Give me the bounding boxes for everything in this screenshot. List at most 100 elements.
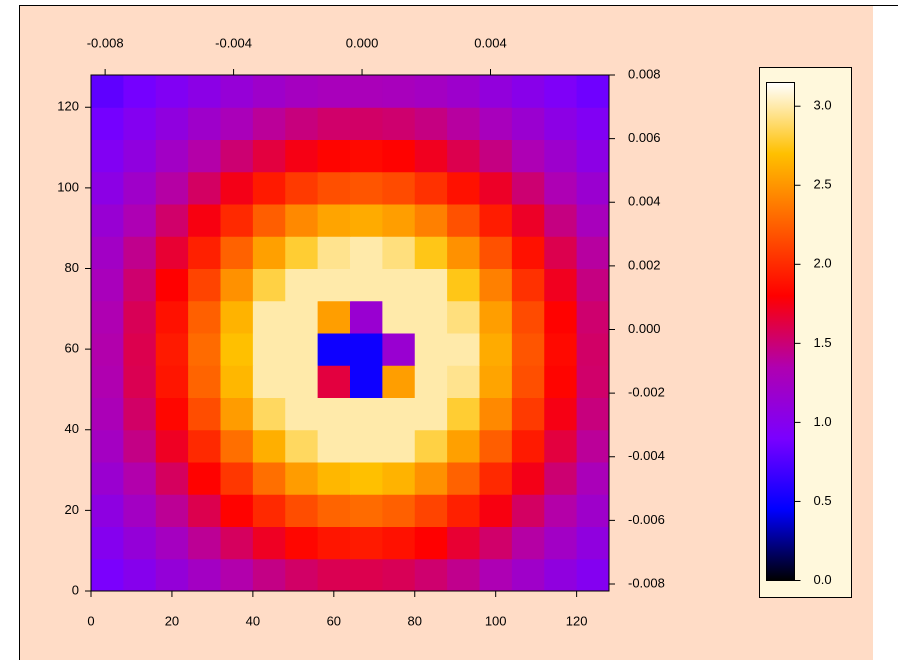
x-tick-label: 80 (408, 613, 422, 628)
heatmap-cell (414, 397, 448, 431)
heatmap-cell (123, 204, 157, 237)
heatmap-cell (285, 139, 319, 173)
y2-tick-label: 0.008 (628, 66, 661, 81)
heatmap-cell (576, 429, 610, 463)
heatmap-cell (317, 462, 351, 495)
heatmap-cell (447, 75, 480, 108)
heatmap-cell (285, 107, 319, 140)
y2-tick-label: 0.006 (628, 130, 661, 145)
heatmap-cell (447, 204, 480, 237)
heatmap-cell (544, 397, 578, 431)
heatmap-cell (544, 204, 578, 237)
heatmap-cell (155, 526, 189, 560)
heatmap-cell (511, 268, 545, 302)
heatmap-cell (414, 494, 448, 527)
heatmap-cell (155, 75, 189, 108)
heatmap-cell (123, 558, 157, 592)
heatmap-cell (479, 397, 513, 431)
heatmap-cell (576, 365, 610, 398)
colorbar (766, 82, 795, 581)
heatmap-cell (155, 236, 189, 269)
heatmap-cell (511, 236, 545, 269)
x-tick-label: 100 (485, 613, 507, 628)
heatmap-cell (479, 268, 513, 302)
heatmap-cell (576, 107, 610, 140)
heatmap-cell (123, 300, 157, 334)
heatmap-cell (511, 365, 545, 398)
heatmap-cell (447, 139, 480, 173)
heatmap-cell (123, 526, 157, 560)
heatmap-cell (188, 268, 221, 302)
heatmap-cell (511, 558, 545, 592)
heatmap-cell (511, 526, 545, 560)
heatmap-cell (285, 75, 319, 108)
heatmap-cell (188, 558, 221, 592)
heatmap-cell (479, 429, 513, 463)
heatmap-cell (350, 107, 383, 140)
heatmap-cell (188, 236, 221, 269)
x2-tick-label: 0.000 (346, 35, 379, 50)
heatmap-cell (220, 171, 254, 205)
heatmap-cell (576, 236, 610, 269)
heatmap-cell (350, 429, 383, 463)
heatmap-cell (123, 365, 157, 398)
heatmap-cell (123, 75, 157, 108)
heatmap-cell (252, 107, 286, 140)
heatmap-cell (155, 107, 189, 140)
heatmap-cell (220, 494, 254, 527)
heatmap-cell (252, 397, 286, 431)
heatmap-cell (414, 75, 448, 108)
x2-tick-label: 0.004 (474, 35, 507, 50)
heatmap-cell (382, 107, 416, 140)
heatmap-cell (576, 204, 610, 237)
heatmap-cell (188, 171, 221, 205)
heatmap-cell (220, 462, 254, 495)
heatmap-cell (91, 300, 124, 334)
heatmap-cell (414, 204, 448, 237)
heatmap-cell (188, 494, 221, 527)
heatmap-cell (220, 204, 254, 237)
heatmap-cell (123, 107, 157, 140)
heatmap-cell (544, 171, 578, 205)
heatmap-cell (252, 236, 286, 269)
heatmap-cell (479, 171, 513, 205)
heatmap-cell (317, 333, 351, 366)
heatmap-cell (382, 429, 416, 463)
heatmap-cell (155, 333, 189, 366)
heatmap-cell (317, 236, 351, 269)
heatmap-cell (479, 365, 513, 398)
y-tick-label: 40 (65, 421, 79, 436)
heatmap-cell (350, 462, 383, 495)
heatmap-cell (350, 300, 383, 334)
heatmap-cell (155, 429, 189, 463)
heatmap-cell (155, 268, 189, 302)
heatmap-cell (350, 333, 383, 366)
heatmap-cell (285, 558, 319, 592)
heatmap-cell (252, 494, 286, 527)
heatmap-cell (317, 268, 351, 302)
heatmap-cell (447, 365, 480, 398)
heatmap-cell (220, 429, 254, 463)
heatmap-cell (317, 204, 351, 237)
heatmap-cell (382, 333, 416, 366)
heatmap-cell (155, 462, 189, 495)
x2-tick-label: -0.004 (215, 35, 252, 50)
heatmap-cell (155, 365, 189, 398)
heatmap-cell (220, 268, 254, 302)
heatmap-cell (479, 236, 513, 269)
heatmap-cell (123, 171, 157, 205)
heatmap-cell (285, 494, 319, 527)
y2-tick-label: 0.004 (628, 194, 661, 209)
colorbar-tick-label: 0.0 (814, 572, 832, 587)
heatmap-cell (91, 107, 124, 140)
heatmap-cell (576, 397, 610, 431)
heatmap-cell (350, 526, 383, 560)
heatmap-cell (188, 139, 221, 173)
heatmap-cell (544, 558, 578, 592)
heatmap-cell (317, 397, 351, 431)
heatmap-cell (447, 236, 480, 269)
heatmap-cell (576, 558, 610, 592)
heatmap-cell (91, 429, 124, 463)
heatmap-cell (479, 462, 513, 495)
